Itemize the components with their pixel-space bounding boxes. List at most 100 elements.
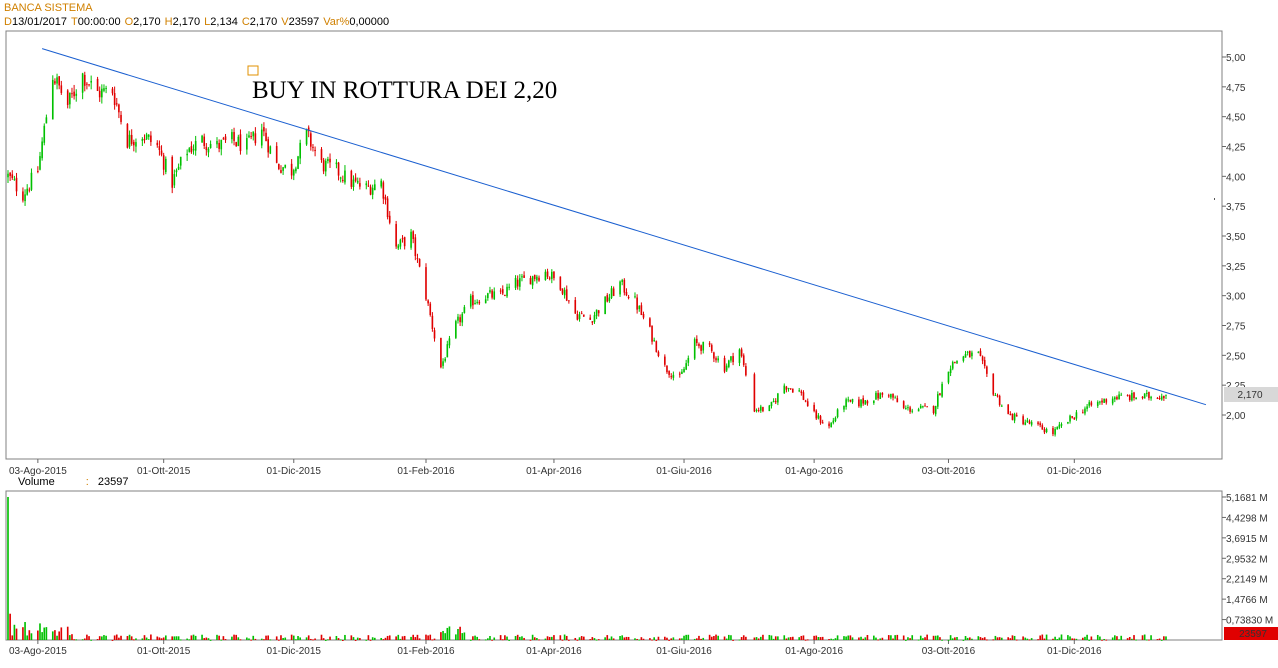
volume-bar <box>205 637 208 640</box>
candle-body <box>433 330 436 339</box>
candle-body <box>156 142 159 146</box>
candle-body <box>382 182 385 199</box>
candle-body <box>896 398 899 403</box>
candle-body <box>700 345 702 351</box>
volume-bar <box>118 637 120 640</box>
candle-body <box>461 313 464 323</box>
volume-bar <box>919 635 922 640</box>
candle-body <box>936 394 939 407</box>
candle-body <box>962 356 965 361</box>
candle-body <box>1045 428 1048 432</box>
volume-bar <box>444 633 447 640</box>
candle-body <box>43 125 46 143</box>
volume-bar <box>753 637 756 640</box>
candle-body <box>894 397 896 399</box>
candle-body <box>1133 392 1135 399</box>
candle-body <box>222 138 225 140</box>
candle-body <box>947 371 950 383</box>
volume-bar <box>11 635 14 640</box>
volume-bar <box>186 638 188 640</box>
volume-bar <box>356 637 359 640</box>
volume-bar <box>457 629 459 640</box>
candle-body <box>1086 406 1088 409</box>
candle-body <box>115 103 118 105</box>
volume-bar <box>1163 636 1165 640</box>
volume-bar <box>597 639 600 641</box>
volume-sep: : <box>85 476 89 488</box>
candle-body <box>932 405 935 414</box>
volume-bar <box>653 637 655 640</box>
ohlc-key: D <box>4 16 12 28</box>
candle-body <box>954 361 956 363</box>
volume-bar <box>1058 637 1061 640</box>
volume-bar <box>1145 639 1148 641</box>
volume-bar <box>951 638 954 640</box>
volume-bar <box>745 636 747 640</box>
candle-body <box>224 136 227 141</box>
volume-bar <box>830 638 833 640</box>
price-x-tick-label: 01-Dic-2015 <box>267 466 322 477</box>
volume-bar <box>550 636 553 640</box>
volume-bar <box>397 634 400 640</box>
candle-body <box>1131 393 1133 401</box>
candle-body <box>836 409 839 418</box>
candle-body <box>1013 413 1016 421</box>
candle-body <box>956 360 958 364</box>
candle-body <box>130 134 133 144</box>
volume-bar <box>13 624 16 640</box>
volume-bar <box>922 638 924 640</box>
volume-bar <box>627 636 630 640</box>
volume-bar <box>344 634 346 640</box>
candle-body <box>489 290 491 293</box>
candle-body <box>727 360 730 367</box>
volume-bar <box>290 634 293 640</box>
candle-body <box>7 173 9 178</box>
volume-bar <box>113 635 116 640</box>
candle-body <box>563 289 566 296</box>
volume-bar <box>143 635 146 640</box>
volume-bar <box>591 637 594 640</box>
volume-bar <box>565 635 568 640</box>
candle-body <box>1030 422 1033 425</box>
candle-body <box>339 177 342 179</box>
candle-body <box>698 343 700 347</box>
candle-body <box>770 401 773 406</box>
candle-body <box>951 362 954 369</box>
volume-bar <box>696 638 698 640</box>
candle-body <box>873 400 875 403</box>
volume-bar <box>791 636 794 640</box>
volume-bar <box>1045 634 1048 640</box>
candle-body <box>205 146 208 151</box>
candle-body <box>986 366 988 374</box>
candle-body <box>307 127 310 132</box>
candle-body <box>813 404 815 412</box>
candle-body <box>250 136 252 138</box>
candle-body <box>246 138 248 150</box>
candle-body <box>949 368 952 374</box>
volume-bar <box>282 637 284 640</box>
candle-body <box>516 279 519 287</box>
volume-bar <box>1082 637 1084 640</box>
volume-bar <box>295 639 297 641</box>
volume-bar <box>802 635 805 640</box>
volume-bar <box>1086 634 1088 640</box>
candle-body <box>220 139 223 150</box>
volume-bar <box>207 638 210 640</box>
volume-bar <box>858 637 860 640</box>
candle-body <box>604 296 606 315</box>
candle-body <box>1158 397 1161 399</box>
volume-bar <box>201 634 203 640</box>
candle-body <box>1163 395 1165 399</box>
candle-body <box>672 374 675 378</box>
candle-body <box>559 276 562 290</box>
volume-bar <box>1118 639 1120 641</box>
volume-bar <box>130 636 133 640</box>
candle-body <box>717 358 719 361</box>
annotation-anchor-box <box>247 65 259 76</box>
candle-body <box>847 399 850 401</box>
candle-body <box>418 259 421 267</box>
volume-bar <box>216 634 218 640</box>
volume-bar <box>463 632 466 640</box>
candle-body <box>472 295 474 306</box>
volume-bar <box>427 635 429 640</box>
